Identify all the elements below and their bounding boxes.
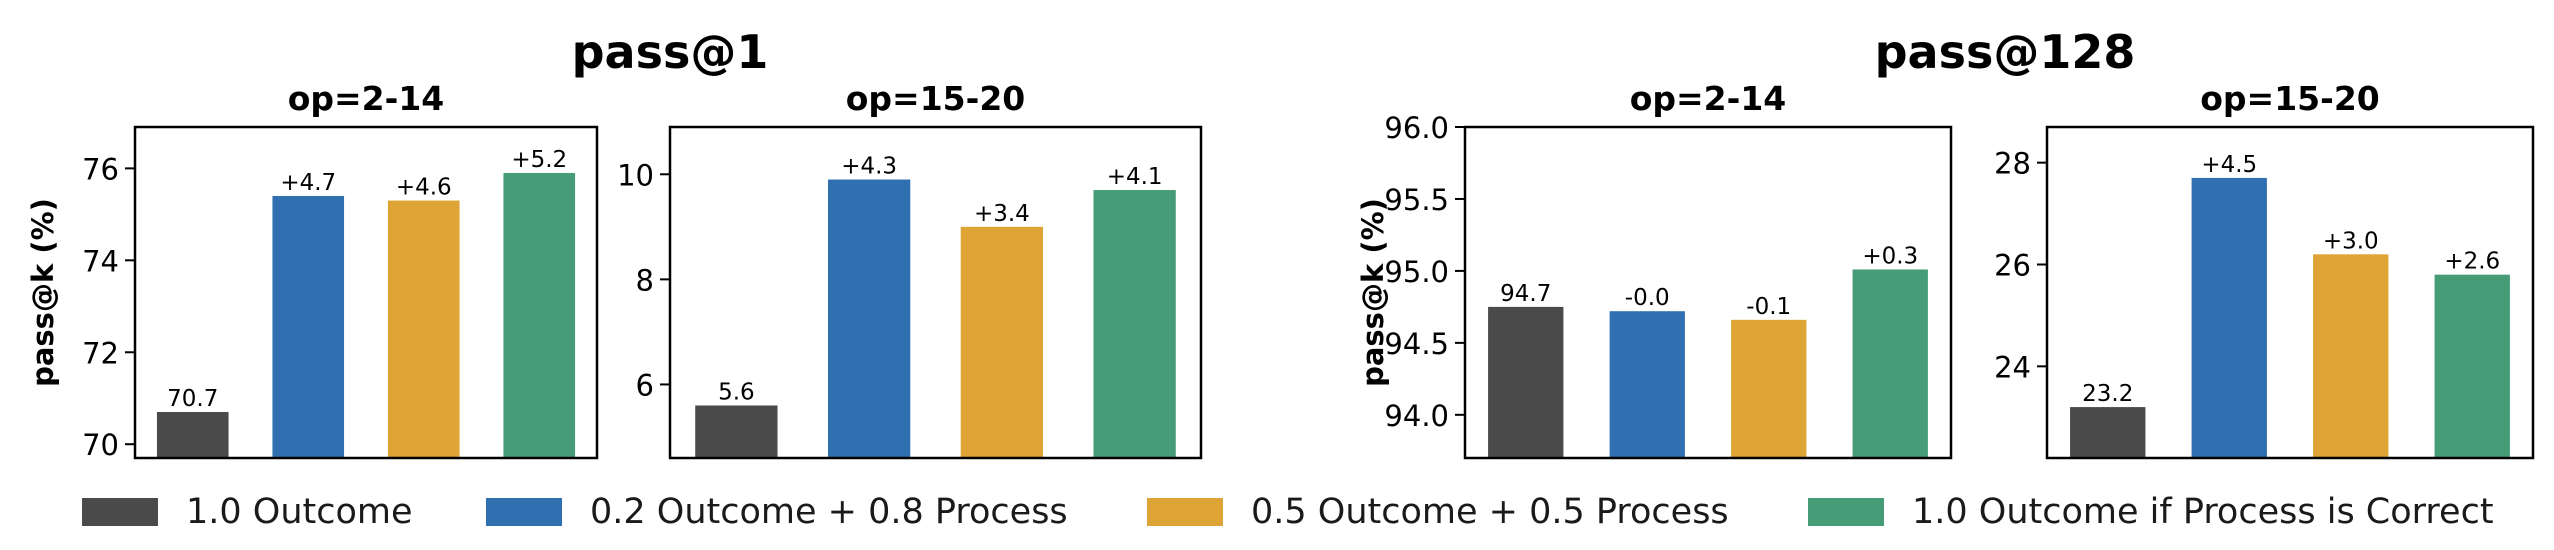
panel-4-bar-label-4: +2.6	[2444, 249, 2500, 275]
panel-1-bar-label-2: +4.7	[280, 170, 336, 196]
panel-3-bar-label-2: -0.0	[1625, 285, 1670, 311]
legend-label-outcome: 1.0 Outcome	[186, 492, 413, 532]
panel-2-frame	[668, 125, 1203, 460]
panel-3-bar-3	[1731, 319, 1807, 458]
legend-swatch-mix-0-2	[486, 498, 562, 526]
panel-1-bar-3	[387, 200, 460, 459]
panel-4-ytick-label: 28	[1994, 147, 2031, 181]
panel-4-bar-1	[2070, 407, 2146, 458]
legend-item-outcome: 1.0 Outcome	[82, 492, 413, 532]
panel-4-ytick-label: 26	[1994, 248, 2031, 282]
panel-1-bar-label-3: +4.6	[396, 175, 452, 201]
panel-1-ytick-label: 70	[82, 428, 119, 462]
legend-label-process-correct: 1.0 Outcome if Process is Correct	[1912, 492, 2494, 532]
panel-2-bar-label-4: +4.1	[1107, 164, 1163, 190]
legend: 1.0 Outcome 0.2 Outcome + 0.8 Process 0.…	[0, 480, 2554, 540]
panel-4-ytick-label: 24	[1994, 350, 2031, 384]
panel-2-bar-label-1: 5.6	[718, 379, 755, 405]
panel-1-bar-label-4: +5.2	[511, 147, 567, 173]
legend-label-mix-0-5: 0.5 Outcome + 0.5 Process	[1251, 492, 1729, 532]
panel-3-ytick-label: 95.5	[1384, 183, 1449, 217]
panel-4-bar-2	[2191, 177, 2267, 458]
panel-4-bar-4	[2434, 274, 2510, 458]
panel-3-bar-label-3: -0.1	[1746, 294, 1791, 320]
panel-3-bar-4	[1852, 269, 1928, 458]
panel-4-bar-3	[2313, 254, 2389, 458]
panel-1-bar-label-1: 70.7	[167, 386, 218, 412]
legend-label-mix-0-2: 0.2 Outcome + 0.8 Process	[590, 492, 1068, 532]
legend-swatch-outcome	[82, 498, 158, 526]
panel-2-ytick-label: 10	[617, 158, 654, 192]
panel-3-bar-label-4: +0.3	[1862, 243, 1918, 269]
panel-1-ytick-label: 72	[82, 336, 119, 370]
panel-3-ytick-label: 94.0	[1384, 399, 1449, 433]
panel-2-bar-label-3: +3.4	[974, 201, 1030, 227]
panel-2-ytick-label: 8	[636, 263, 654, 297]
panel-4-title: op=15-20	[2200, 79, 2380, 118]
panel-3-ylabel: pass@k (%)	[1356, 198, 1390, 387]
panel-2-bar-2	[827, 179, 911, 459]
panel-1-bar-2	[272, 195, 345, 459]
panel-1-bar-4	[503, 172, 576, 458]
panel-1-title: op=2-14	[288, 79, 445, 118]
panel-3-ytick-label: 94.5	[1384, 327, 1449, 361]
panel-3-ytick-label: 96.0	[1384, 111, 1449, 145]
panel-2-bar-4	[1093, 190, 1176, 459]
legend-item-mix-0-5: 0.5 Outcome + 0.5 Process	[1147, 492, 1729, 532]
legend-item-mix-0-2: 0.2 Outcome + 0.8 Process	[486, 492, 1068, 532]
panel-2-bar-label-2: +4.3	[841, 154, 897, 180]
panel-2-bar-1	[695, 405, 778, 458]
panel-3-frame	[1463, 125, 1953, 460]
panel-4-bar-label-2: +4.5	[2201, 152, 2257, 178]
panel-2-bar-3	[960, 226, 1044, 458]
panel-3-bar-label-1: 94.7	[1500, 281, 1551, 307]
legend-swatch-mix-0-5	[1147, 498, 1223, 526]
panel-4-bar-label-1: 23.2	[2082, 381, 2133, 407]
panel-3-bar-2	[1609, 311, 1685, 458]
panel-1-frame	[133, 125, 599, 460]
panel-2-title: op=15-20	[846, 79, 1026, 118]
panel-4-bar-label-3: +3.0	[2323, 228, 2379, 254]
legend-swatch-process-correct	[1808, 498, 1884, 526]
panel-1-ytick-label: 76	[82, 152, 119, 186]
panel-3-bar-1	[1488, 306, 1564, 458]
figure: pass@1 pass@128 op=2-14 70 72 74 76 pass@k (%…	[26, 25, 2535, 462]
panel-3-title: op=2-14	[1630, 79, 1787, 118]
panel-4-frame	[2045, 125, 2535, 460]
group-title-pass-1: pass@1	[572, 25, 769, 79]
panel-2-ytick-label: 6	[636, 368, 654, 402]
group-title-pass-128: pass@128	[1875, 25, 2136, 79]
legend-item-process-correct: 1.0 Outcome if Process is Correct	[1808, 492, 2494, 532]
panel-1-bar-1	[156, 412, 229, 458]
panel-3-ytick-label: 95.0	[1384, 255, 1449, 289]
panel-1-ytick-label: 74	[82, 244, 119, 278]
panel-1-ylabel: pass@k (%)	[26, 198, 60, 387]
